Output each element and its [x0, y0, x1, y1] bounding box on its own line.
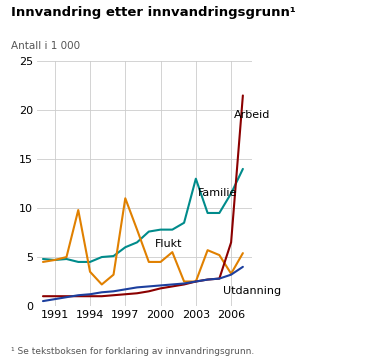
Text: Arbeid: Arbeid	[233, 110, 270, 120]
Text: Antall i 1 000: Antall i 1 000	[11, 41, 81, 51]
Text: ¹ Se tekstboksen for forklaring av innvandringsgrunn.: ¹ Se tekstboksen for forklaring av innva…	[11, 347, 255, 356]
Text: Familie: Familie	[198, 188, 237, 198]
Text: Utdanning: Utdanning	[223, 286, 281, 296]
Text: Innvandring etter innvandringsgrunn¹: Innvandring etter innvandringsgrunn¹	[11, 6, 296, 19]
Text: Flukt: Flukt	[155, 239, 182, 249]
